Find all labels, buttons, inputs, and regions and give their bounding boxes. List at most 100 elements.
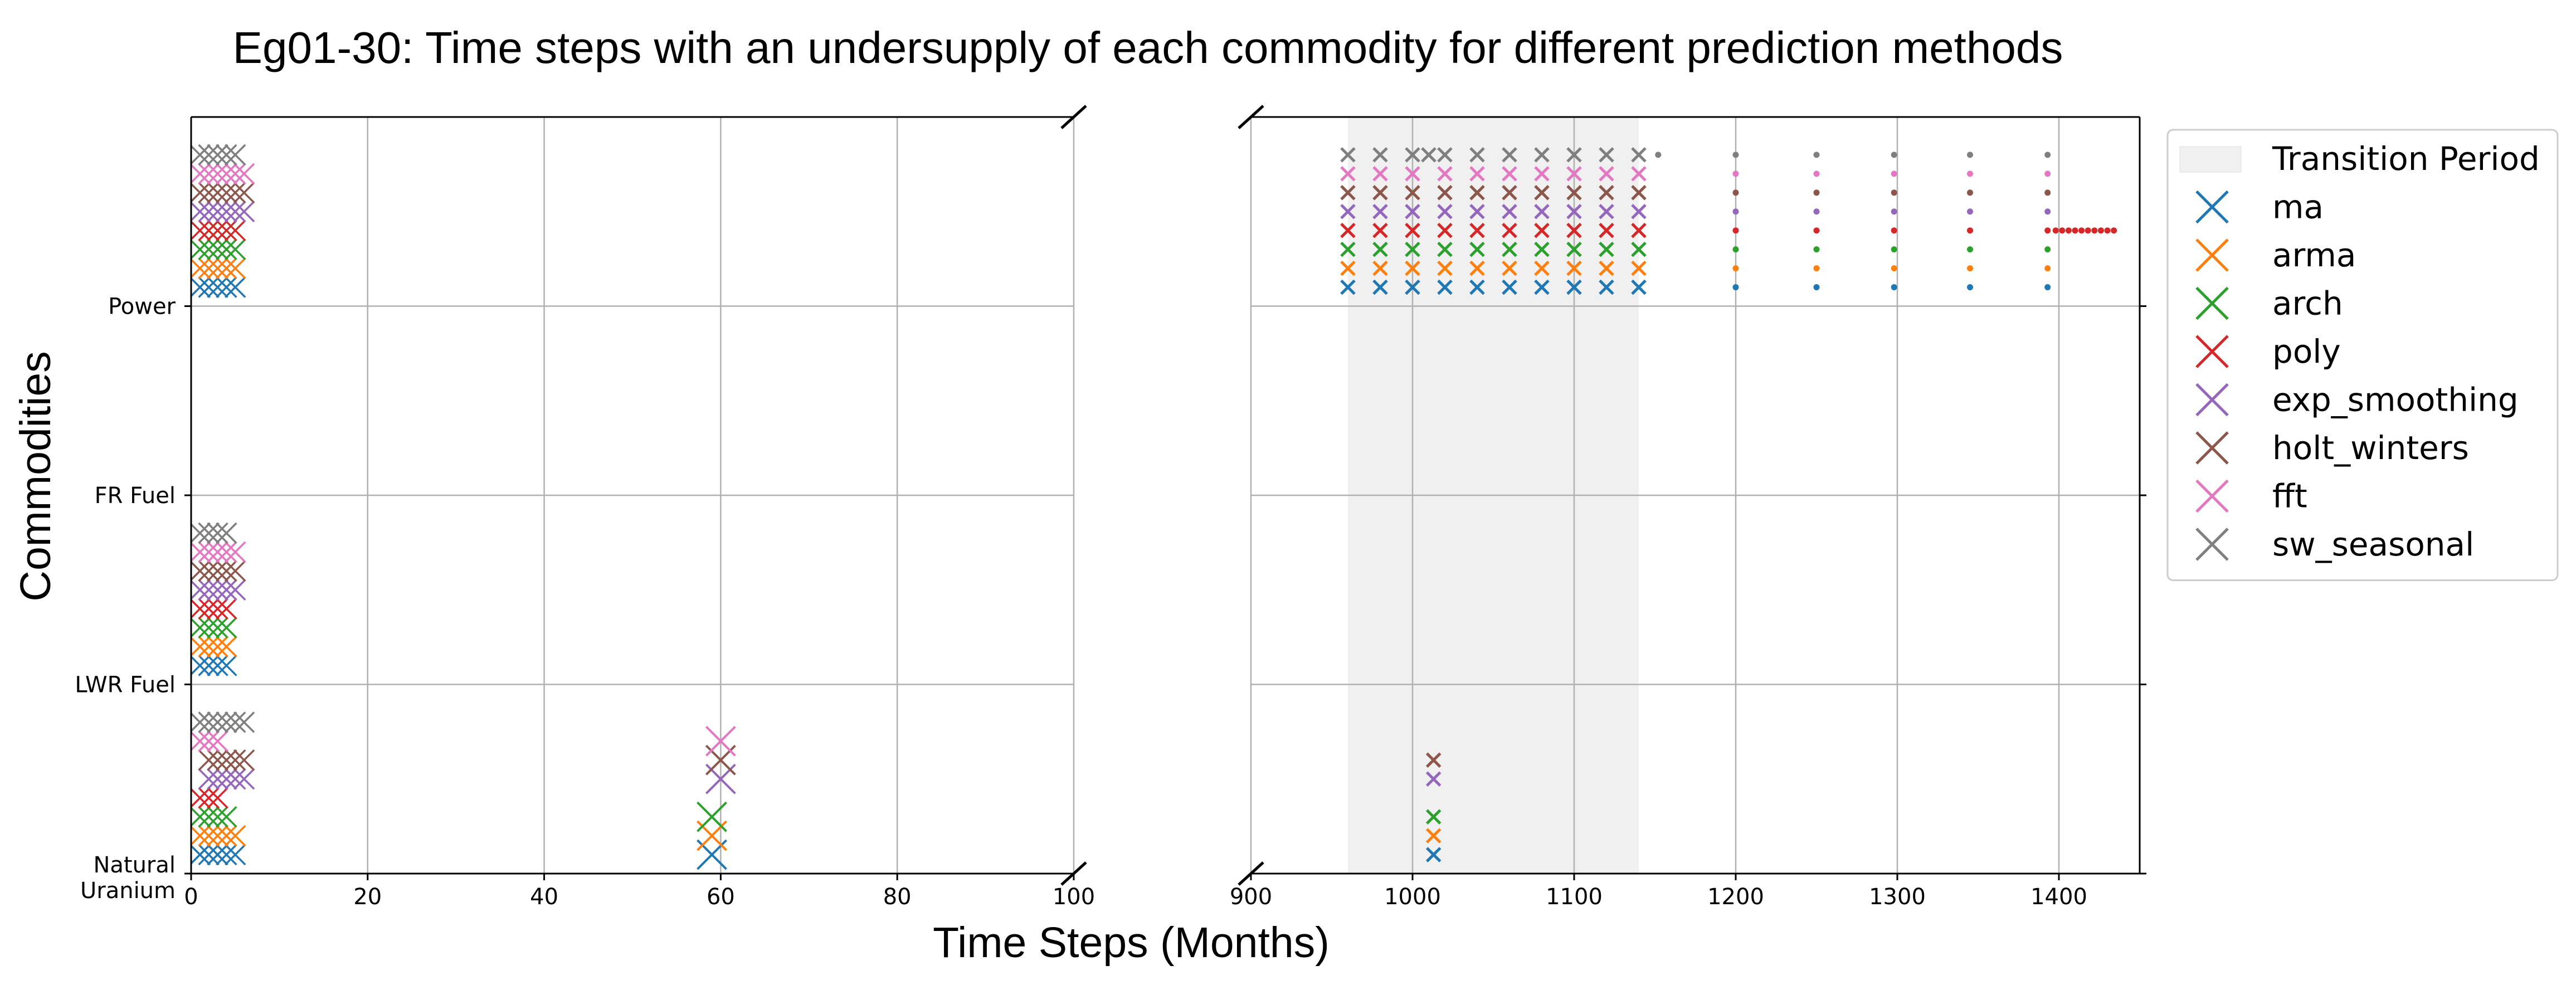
- data-point: [1534, 279, 1550, 295]
- data-point: [1891, 152, 1897, 158]
- legend-label: Transition Period: [2272, 140, 2540, 178]
- data-point: [191, 201, 211, 222]
- data-point: [198, 220, 220, 241]
- data-point: [191, 711, 211, 733]
- data-point: [224, 220, 246, 241]
- data-point: [1372, 222, 1388, 238]
- data-point: [216, 598, 237, 620]
- data-point: [224, 238, 246, 260]
- data-point: [207, 730, 228, 752]
- data-point: [216, 182, 237, 204]
- x-tick-label: 900: [1230, 884, 1272, 910]
- data-point: [207, 257, 228, 279]
- data-point: [191, 636, 211, 657]
- data-point: [1599, 166, 1614, 182]
- legend-label: poly: [2272, 333, 2341, 370]
- legend-frame: [2166, 129, 2559, 581]
- data-point: [191, 825, 211, 847]
- data-point: [207, 843, 228, 866]
- data-point: [216, 825, 237, 847]
- data-point: [1437, 260, 1453, 276]
- legend-label: arma: [2272, 236, 2356, 274]
- data-point: [1534, 185, 1550, 201]
- data-point: [233, 163, 255, 185]
- data-point: [191, 579, 211, 601]
- data-point: [198, 711, 220, 733]
- markers-left: [191, 144, 736, 870]
- data-point: [216, 843, 237, 866]
- data-point: [1967, 208, 1973, 215]
- data-point: [224, 749, 246, 771]
- data-point: [1566, 260, 1582, 276]
- markers-right: [1340, 147, 2117, 862]
- data-point: [216, 768, 237, 790]
- data-point: [224, 768, 246, 790]
- data-point: [1340, 241, 1356, 257]
- data-point: [198, 636, 220, 657]
- chart-title: Eg01-30: Time steps with an undersupply …: [233, 23, 2063, 72]
- axis-break-mark: [1060, 861, 1087, 886]
- legend-swatch: [2179, 146, 2242, 173]
- data-point: [1372, 203, 1388, 220]
- y-tick-label: LWR Fuel: [75, 672, 176, 698]
- data-point: [1425, 847, 1442, 862]
- data-point: [2044, 246, 2051, 253]
- data-point: [224, 144, 246, 166]
- data-point: [1891, 189, 1897, 196]
- data-point: [1340, 203, 1356, 220]
- data-point: [1631, 260, 1647, 276]
- data-point: [1599, 147, 1614, 163]
- data-point: [2065, 227, 2072, 234]
- y-tick-label: FR Fuel: [95, 483, 176, 509]
- data-point: [1631, 185, 1647, 201]
- x-tick-label: 100: [1053, 884, 1095, 910]
- legend-label: ma: [2272, 188, 2324, 226]
- data-point: [207, 238, 228, 260]
- data-point: [1502, 185, 1517, 201]
- data-point: [1437, 185, 1453, 201]
- data-point: [216, 163, 237, 185]
- data-point: [1813, 208, 1820, 215]
- data-point: [191, 617, 211, 638]
- data-point: [224, 560, 246, 582]
- data-point: [216, 238, 237, 260]
- legend-marker: [2195, 383, 2229, 417]
- data-point: [1340, 147, 1356, 163]
- data-point: [224, 843, 246, 866]
- data-point: [2052, 227, 2059, 234]
- data-point: [697, 801, 727, 832]
- data-point: [198, 238, 220, 260]
- data-point: [207, 163, 228, 185]
- x-tick-label: 1200: [1707, 884, 1764, 910]
- data-point: [1732, 152, 1739, 158]
- data-point: [191, 522, 211, 544]
- data-point: [1534, 147, 1550, 163]
- data-point: [224, 201, 246, 222]
- data-point: [1534, 166, 1550, 182]
- data-point: [1437, 279, 1453, 295]
- data-point: [1891, 170, 1897, 177]
- data-point: [1534, 241, 1550, 257]
- data-point: [1437, 147, 1453, 163]
- data-point: [1437, 166, 1453, 182]
- data-point: [1425, 752, 1442, 768]
- data-point: [216, 636, 237, 657]
- data-point: [1469, 185, 1485, 201]
- x-tick-label: 1100: [1546, 884, 1603, 910]
- data-point: [1967, 284, 1973, 291]
- data-point: [2097, 227, 2104, 234]
- data-point: [1566, 279, 1582, 295]
- data-point: [1372, 147, 1388, 163]
- data-point: [198, 579, 220, 601]
- data-point: [1437, 203, 1453, 220]
- data-point: [1891, 284, 1897, 291]
- data-point: [1405, 260, 1420, 276]
- x-tick-label: 80: [883, 884, 912, 910]
- data-point: [191, 806, 211, 828]
- data-point: [207, 560, 228, 582]
- data-point: [1502, 222, 1517, 238]
- legend-marker: [2195, 190, 2229, 224]
- legend-label: arch: [2272, 285, 2343, 323]
- data-point: [1340, 222, 1356, 238]
- data-point: [2111, 227, 2117, 234]
